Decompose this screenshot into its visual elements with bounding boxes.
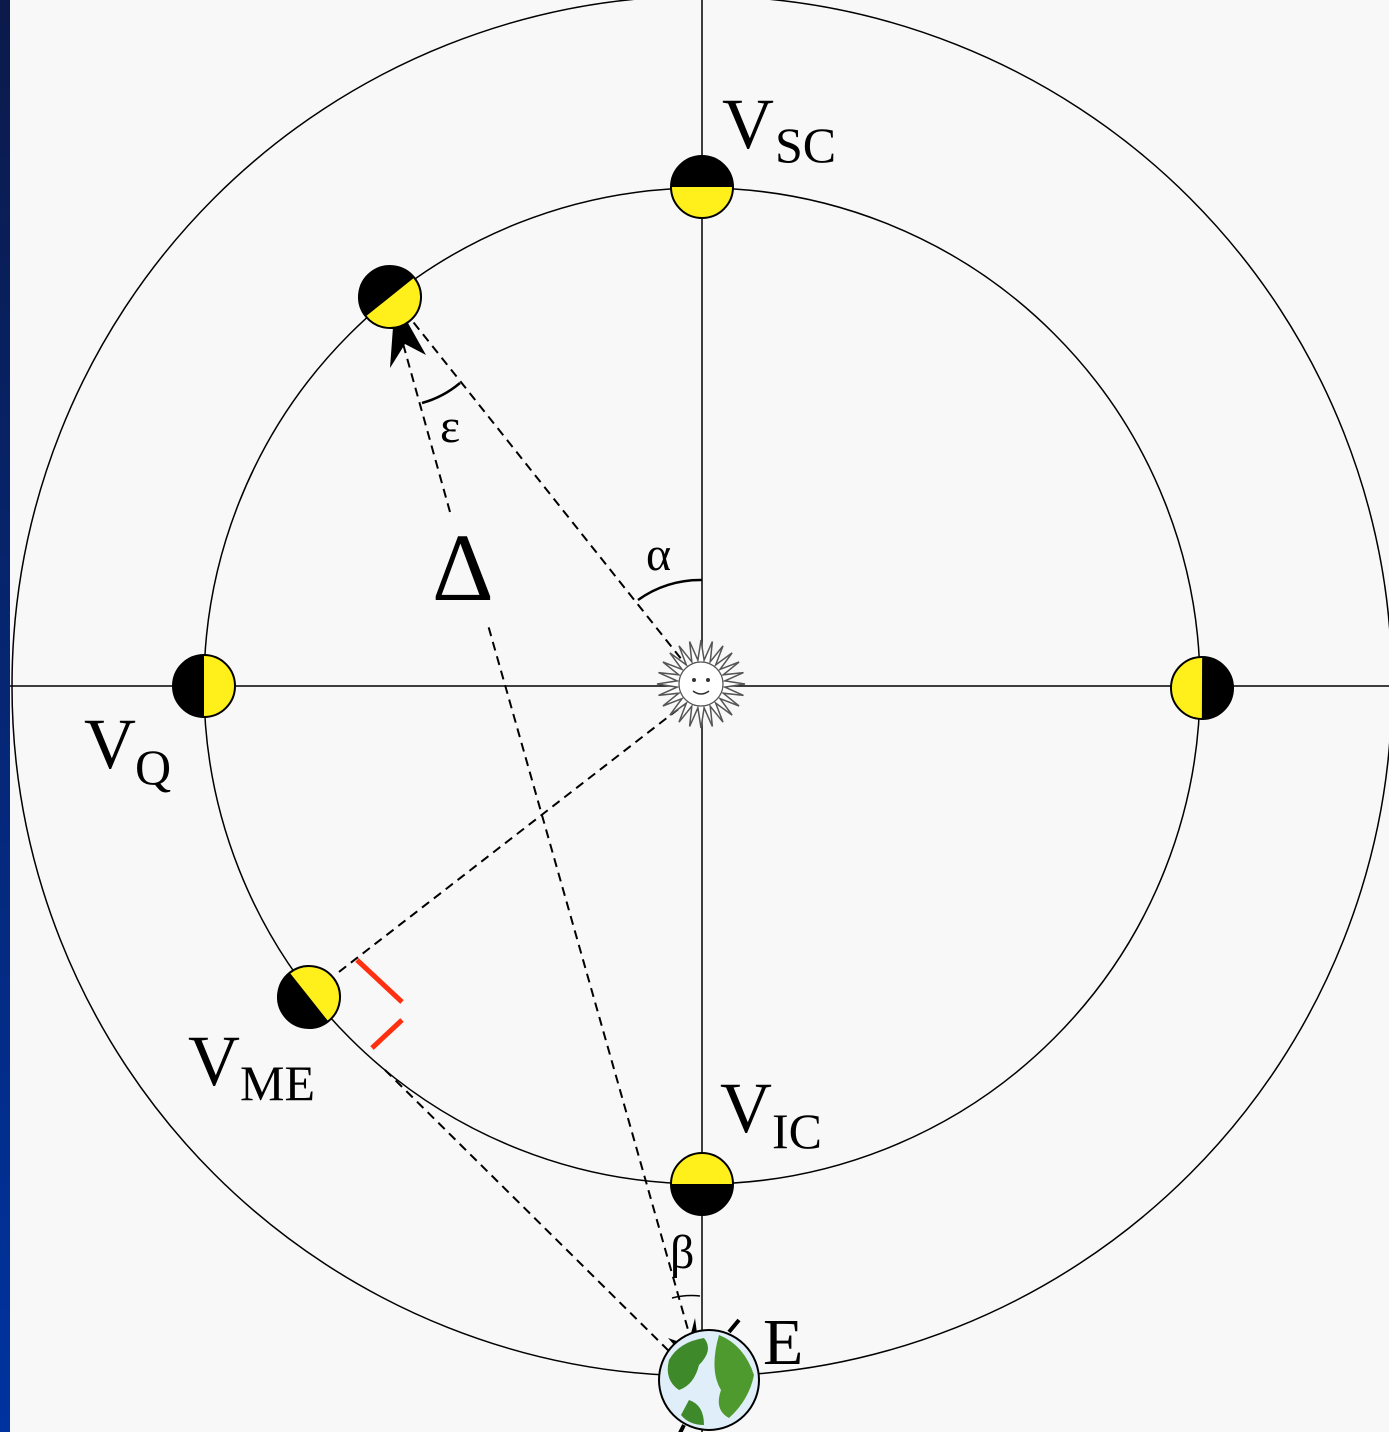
venus-dark — [173, 655, 204, 717]
venus — [277, 965, 341, 1029]
venus — [172, 654, 236, 718]
venus-phases — [172, 155, 1234, 1216]
label-main: V — [720, 1068, 772, 1148]
venus-dark — [671, 1184, 733, 1215]
label-main: V — [84, 704, 136, 784]
earth-venus-line — [487, 624, 701, 1373]
right-angle-mark — [355, 958, 404, 1004]
beta-label: β — [670, 1226, 694, 1279]
label-main: V — [188, 1021, 240, 1101]
venus-dark — [359, 266, 415, 317]
label-sub: Q — [135, 739, 171, 795]
alpha-arc — [637, 578, 703, 602]
sun-disk — [678, 661, 724, 707]
venus-dark — [1201, 657, 1233, 719]
alpha-label: α — [646, 528, 671, 581]
edge-strip — [0, 0, 10, 1432]
distance-label: Δ — [432, 514, 494, 621]
earth — [658, 1318, 760, 1432]
sun — [656, 639, 746, 729]
venus-earth-line — [384, 1069, 681, 1363]
label-sub: ME — [240, 1055, 315, 1111]
epsilon-arc — [421, 382, 461, 405]
venus — [670, 1152, 734, 1216]
label-sub: SC — [775, 117, 836, 173]
right-angle-mark — [370, 1018, 404, 1050]
venus — [1170, 656, 1234, 720]
beta-arc — [671, 1294, 701, 1299]
sun-smile — [692, 690, 710, 695]
venus — [670, 155, 734, 219]
venus-dark — [278, 972, 329, 1028]
label-main: V — [722, 84, 774, 164]
epsilon-label: ε — [440, 400, 460, 453]
venus — [358, 265, 422, 329]
earth-label: E — [763, 1306, 803, 1379]
sun-eye — [706, 678, 710, 682]
venus-dark — [671, 156, 733, 187]
label-sub: IC — [772, 1103, 822, 1159]
sun-eye — [692, 678, 696, 682]
